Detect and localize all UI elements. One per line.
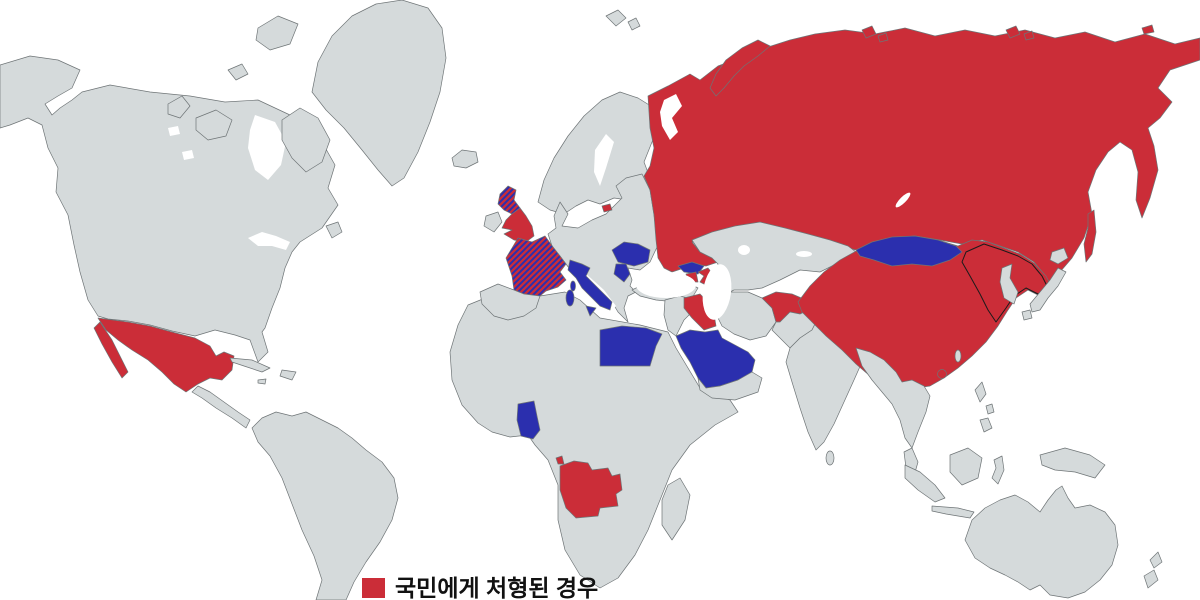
country-italy xyxy=(567,259,613,311)
great-lakes xyxy=(248,232,290,250)
island-new-guinea xyxy=(1039,447,1106,479)
island-borneo xyxy=(949,447,983,486)
island-new-siberian xyxy=(1005,25,1035,41)
country-ireland xyxy=(483,211,503,233)
island-victoria xyxy=(195,109,233,141)
island-new-zealand xyxy=(1143,551,1163,589)
country-angola xyxy=(559,460,623,519)
island-kyushu xyxy=(1021,309,1033,321)
island-severnaya-zemlya xyxy=(861,25,889,43)
country-mexico xyxy=(97,317,235,393)
island-hainan xyxy=(937,369,947,379)
island-taiwan xyxy=(954,349,962,363)
island-banks xyxy=(167,95,191,119)
region-scotland xyxy=(497,185,521,215)
country-egypt xyxy=(599,325,663,367)
island-sulawesi xyxy=(991,455,1005,485)
island-sakhalin xyxy=(1083,209,1097,263)
great-bear-lake xyxy=(168,126,180,136)
island-novaya-zemlya xyxy=(709,39,771,97)
country-mongolia xyxy=(855,235,963,267)
country-iran xyxy=(715,291,777,341)
lake-balkhash xyxy=(796,251,812,257)
country-south-america xyxy=(251,411,399,600)
country-ghana xyxy=(516,400,541,440)
legend-swatch-red xyxy=(362,578,385,598)
island-hokkaido xyxy=(1049,247,1069,265)
island-java xyxy=(931,505,975,519)
island-sardinia xyxy=(565,289,575,307)
island-arctic-small xyxy=(227,63,249,81)
island-sri-lanka xyxy=(825,450,835,466)
region-korea xyxy=(999,263,1019,305)
country-georgia xyxy=(677,261,705,275)
island-sumatra xyxy=(904,464,946,503)
island-philippines xyxy=(974,381,995,433)
white-sea xyxy=(660,94,682,140)
black-sea xyxy=(636,272,696,298)
island-jamaica xyxy=(257,378,267,385)
island-hispaniola xyxy=(279,369,297,381)
country-australia xyxy=(964,485,1119,599)
country-serbia xyxy=(613,263,631,283)
caspian-sea xyxy=(702,264,732,320)
region-baja-california xyxy=(93,321,129,379)
country-saudi-arabia xyxy=(675,329,756,389)
hudson-bay xyxy=(248,115,286,180)
region-central-america xyxy=(191,385,251,429)
legend-label: 국민에게 처형된 경우 xyxy=(395,575,599,600)
country-romania xyxy=(611,241,651,267)
continent-africa xyxy=(449,291,739,589)
island-svalbard xyxy=(605,9,641,31)
island-wrangel xyxy=(1141,24,1155,35)
great-slave-lake xyxy=(182,150,194,160)
region-iberia xyxy=(479,283,541,321)
manchuria-outline xyxy=(961,243,1049,323)
lake-baikal xyxy=(895,192,911,208)
region-england-wales xyxy=(501,207,535,243)
country-north-america xyxy=(0,55,339,363)
gulf-of-bothnia xyxy=(594,134,614,186)
island-ellesmere xyxy=(255,15,299,51)
country-iceland xyxy=(451,149,479,169)
region-yemen-oman xyxy=(697,371,763,401)
country-france xyxy=(505,235,567,297)
island-cuba xyxy=(229,357,271,373)
island-baffin xyxy=(281,107,331,173)
legend: 국민에게 처형된 경우 xyxy=(362,575,598,600)
region-indochina xyxy=(855,347,931,449)
island-honshu xyxy=(1029,267,1067,313)
island-newfoundland xyxy=(325,221,343,239)
island-madagascar xyxy=(661,477,691,541)
aral-sea xyxy=(738,245,750,255)
island-corsica xyxy=(570,280,576,292)
region-cabinda xyxy=(555,455,565,465)
island-sicily xyxy=(585,305,597,317)
country-greenland xyxy=(311,0,447,187)
region-kaliningrad xyxy=(601,203,613,213)
